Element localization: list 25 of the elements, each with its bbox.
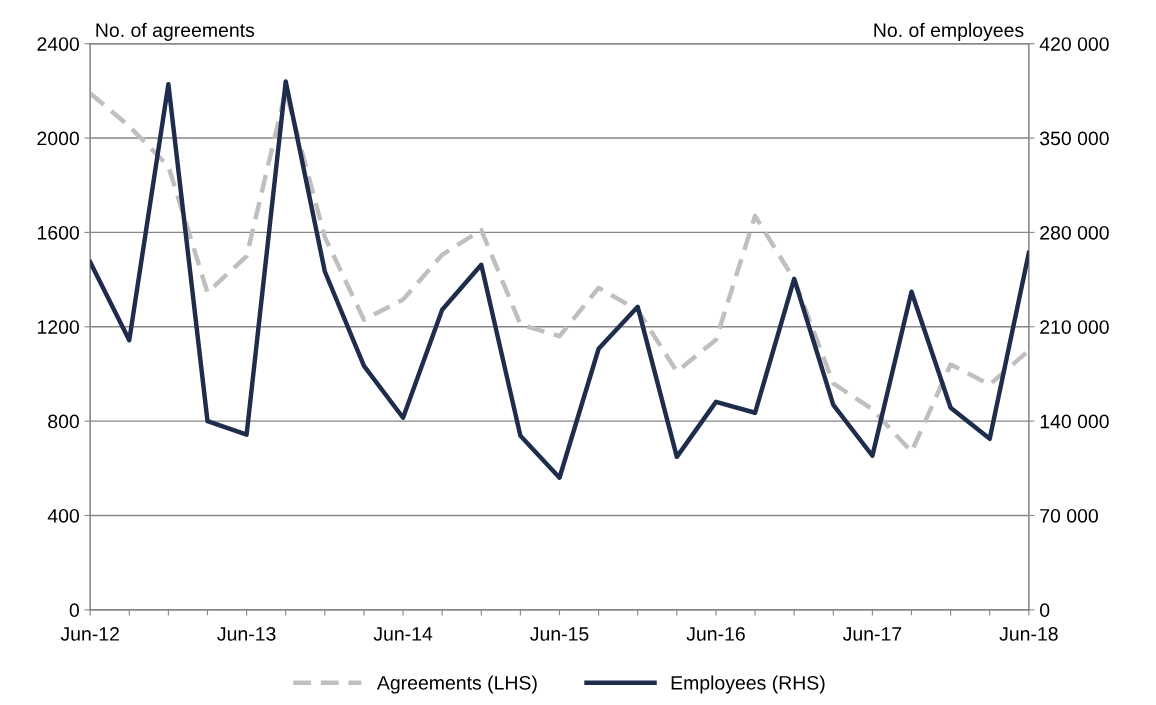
- y2-tick-label: 0: [1040, 603, 1050, 618]
- x-tick-label: Jun-12: [60, 627, 119, 641]
- y-tick-label: 1200: [37, 320, 79, 334]
- legend-label: Agreements (LHS): [376, 675, 537, 694]
- y2-axis-title: No. of employees: [874, 22, 1024, 41]
- legend-label: Employees (RHS): [671, 675, 825, 694]
- y2-tick-label: 280 000: [1040, 225, 1109, 240]
- y-tick-label: 400: [47, 508, 79, 523]
- y-tick-label: 800: [48, 414, 79, 429]
- y2-tick-label: 210 000: [1040, 320, 1109, 334]
- x-tick-label: Jun-14: [373, 627, 433, 641]
- x-tick-label: Jun-17: [842, 627, 902, 641]
- x-tick-label: Jun-15: [530, 627, 589, 641]
- x-tick-label: Jun-13: [217, 627, 276, 641]
- y2-tick-label: 420 000: [1039, 37, 1109, 51]
- y-tick-label: 2000: [37, 131, 79, 146]
- x-tick-label: Jun-16: [686, 627, 745, 641]
- y2-tick-label: 140 000: [1040, 414, 1109, 429]
- y-tick-label: 0: [69, 603, 79, 618]
- y-axis-title: No. of agreements: [96, 22, 255, 41]
- y2-tick-label: 70 000: [1040, 508, 1098, 523]
- x-tick-label: Jun-18: [999, 627, 1058, 641]
- y-tick-label: 1600: [37, 225, 79, 240]
- y2-tick-label: 350 000: [1040, 131, 1109, 146]
- y-tick-label: 2400: [37, 37, 79, 51]
